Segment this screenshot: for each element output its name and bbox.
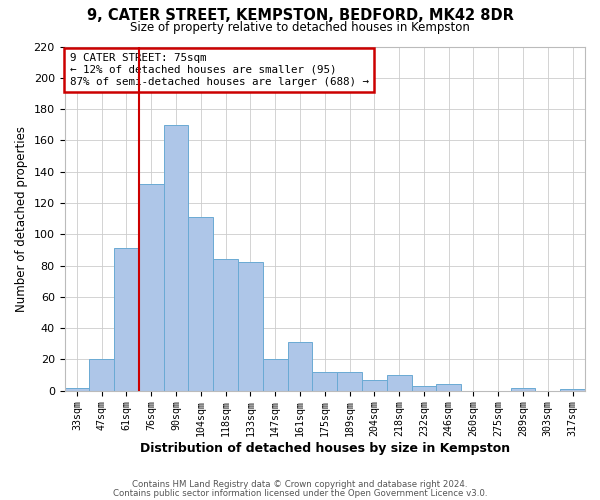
Bar: [287, 342, 313, 390]
Bar: [387, 375, 412, 390]
Y-axis label: Number of detached properties: Number of detached properties: [15, 126, 28, 312]
Bar: [436, 384, 461, 390]
Bar: [89, 360, 114, 390]
Bar: [337, 372, 362, 390]
Bar: [238, 262, 263, 390]
Bar: [114, 248, 139, 390]
X-axis label: Distribution of detached houses by size in Kempston: Distribution of detached houses by size …: [140, 442, 510, 455]
Bar: [313, 372, 337, 390]
Bar: [188, 217, 213, 390]
Bar: [65, 388, 89, 390]
Bar: [362, 380, 387, 390]
Bar: [164, 124, 188, 390]
Text: Contains public sector information licensed under the Open Government Licence v3: Contains public sector information licen…: [113, 489, 487, 498]
Bar: [560, 389, 585, 390]
Bar: [139, 184, 164, 390]
Bar: [213, 260, 238, 390]
Bar: [511, 388, 535, 390]
Bar: [412, 386, 436, 390]
Text: 9 CATER STREET: 75sqm
← 12% of detached houses are smaller (95)
87% of semi-deta: 9 CATER STREET: 75sqm ← 12% of detached …: [70, 54, 369, 86]
Text: 9, CATER STREET, KEMPSTON, BEDFORD, MK42 8DR: 9, CATER STREET, KEMPSTON, BEDFORD, MK42…: [86, 8, 514, 22]
Text: Contains HM Land Registry data © Crown copyright and database right 2024.: Contains HM Land Registry data © Crown c…: [132, 480, 468, 489]
Bar: [263, 360, 287, 390]
Text: Size of property relative to detached houses in Kempston: Size of property relative to detached ho…: [130, 21, 470, 34]
